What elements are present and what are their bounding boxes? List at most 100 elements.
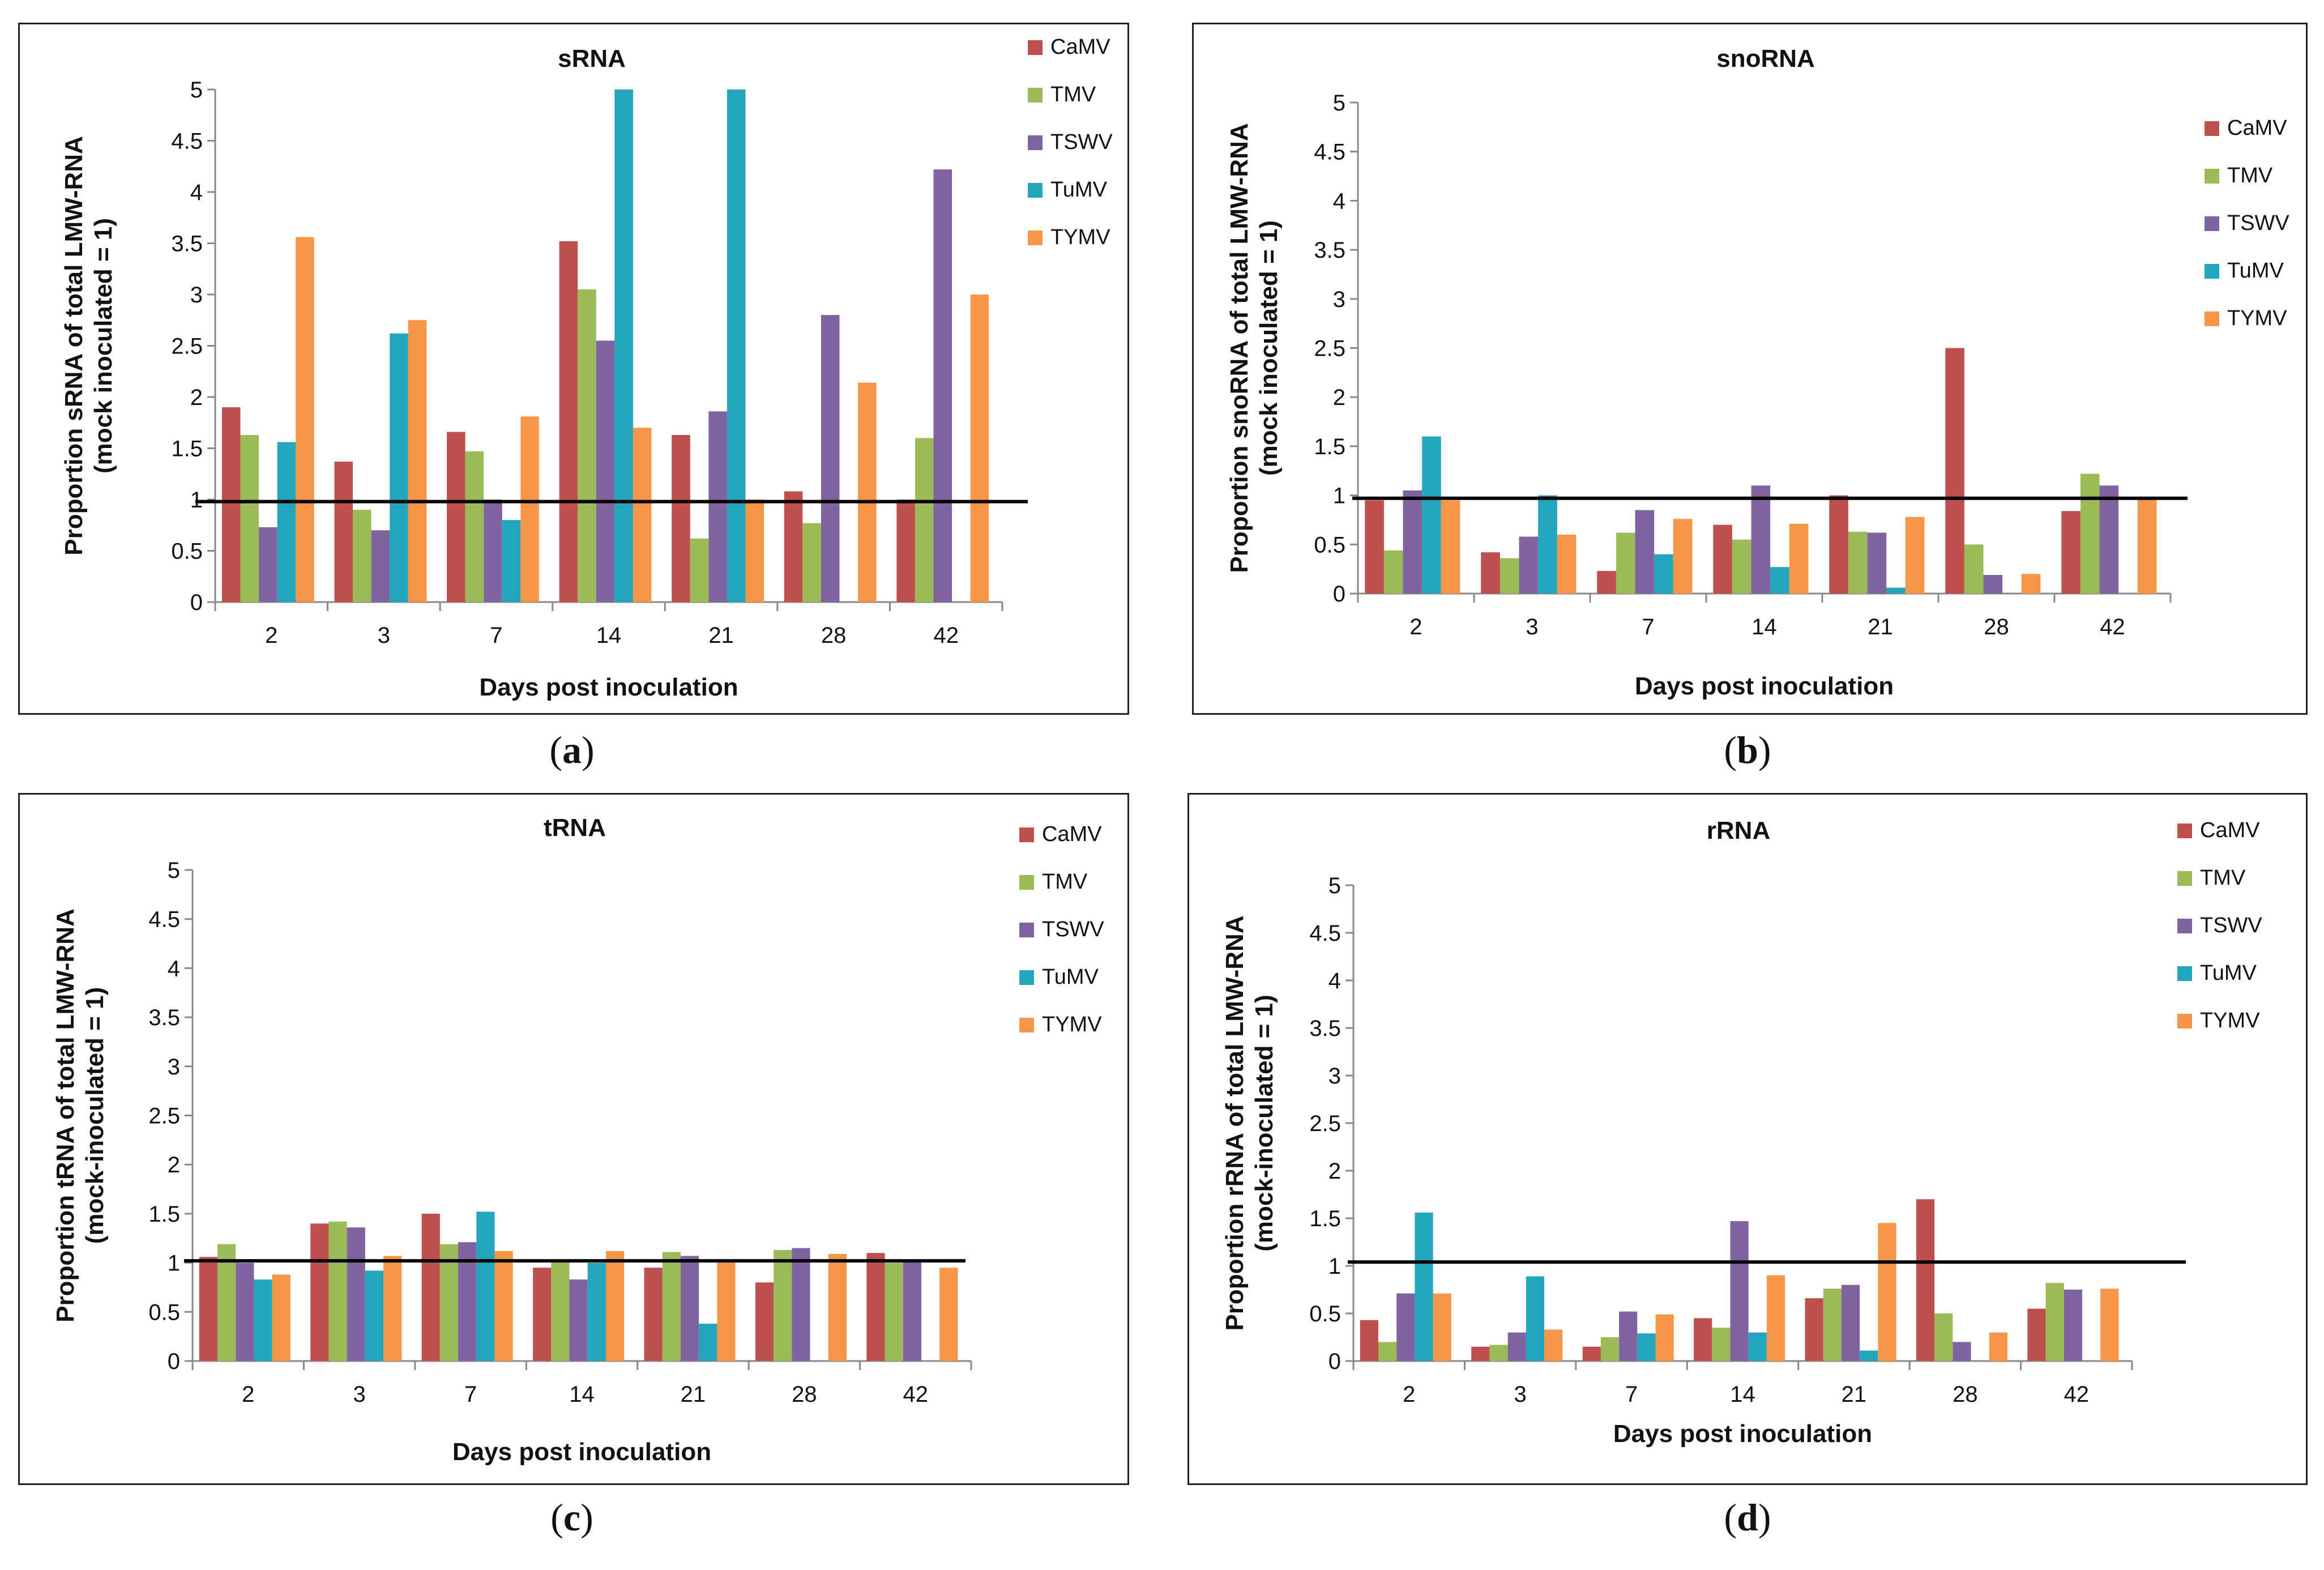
legend-swatch-TuMV [2205, 264, 2219, 279]
bar-CaMV-21 [1829, 495, 1848, 594]
bar-TYMV-28 [1989, 1332, 2007, 1361]
y-tick-label: 1.5 [148, 1202, 180, 1227]
x-tick-label: 21 [1868, 615, 1893, 639]
y-tick-label: 3 [168, 1055, 180, 1080]
legend-swatch-TYMV [1028, 231, 1043, 245]
legend-swatch-TuMV [1019, 970, 1034, 985]
bar-TMV-21 [662, 1252, 681, 1361]
bar-TuMV-2 [1415, 1212, 1433, 1361]
chart-title: rRNA [1707, 817, 1770, 844]
bar-TSWV-28 [1953, 1342, 1971, 1361]
bar-TMV-21 [690, 538, 709, 602]
legend-label-TMV: TMV [1042, 870, 1088, 894]
bar-TMV-3 [353, 510, 371, 602]
chart-svg-d: rRNA Days post inoculation Proportion rR… [1221, 817, 2262, 1448]
bar-TSWV-42 [2064, 1290, 2082, 1361]
bar-TYMV-7 [494, 1251, 513, 1361]
bar-TMV-2 [240, 434, 259, 602]
y-tick-label: 0 [168, 1349, 180, 1374]
bar-CaMV-21 [672, 434, 690, 602]
bar-TYMV-2 [1441, 500, 1460, 594]
bar-TMV-3 [1500, 558, 1519, 594]
y-tick-label: 4 [1328, 969, 1341, 993]
bar-CaMV-14 [1713, 524, 1732, 594]
bar-TSWV-21 [1841, 1285, 1860, 1361]
legend-label-CaMV: CaMV [2200, 818, 2260, 842]
legend-label-TuMV: TuMV [2200, 961, 2257, 985]
x-tick-label: 3 [1526, 615, 1538, 639]
x-tick-label: 14 [596, 623, 622, 648]
bar-TYMV-21 [717, 1261, 736, 1361]
y-axis-title-line2: (mock inoculated = 1) [89, 218, 117, 473]
bar-CaMV-28 [1916, 1199, 1935, 1361]
x-tick-label: 14 [569, 1382, 595, 1407]
bar-TMV-28 [802, 523, 821, 602]
bar-TuMV-14 [587, 1262, 606, 1361]
legend-swatch-TMV [2177, 871, 2192, 886]
bar-TYMV-7 [1655, 1314, 1674, 1361]
bar-TSWV-3 [1519, 536, 1539, 594]
y-axis-title-line1: Proportion snoRNA of total LMW-RNA [1225, 123, 1253, 573]
x-tick-label: 42 [903, 1382, 929, 1407]
x-tick-label: 28 [792, 1382, 817, 1407]
y-tick-label: 2 [168, 1153, 180, 1178]
y-tick-label: 3 [1333, 287, 1345, 312]
legend-swatch-TuMV [1028, 183, 1043, 198]
x-tick-label: 2 [1403, 1382, 1415, 1407]
bar-CaMV-3 [310, 1223, 329, 1361]
bar-CaMV-14 [559, 241, 578, 602]
panel-label-a: (a) [549, 728, 595, 771]
x-tick-label: 7 [490, 623, 502, 648]
legend-swatch-TSWV [1019, 923, 1034, 937]
y-tick-label: 1.5 [1314, 434, 1345, 459]
legend-swatch-TSWV [1028, 135, 1043, 150]
y-tick-label: 4 [1333, 189, 1345, 214]
legend-label-TYMV: TYMV [2227, 306, 2287, 330]
x-tick-label: 21 [1842, 1382, 1867, 1407]
bar-TuMV-3 [1538, 495, 1557, 594]
bar-TMV-3 [1489, 1345, 1508, 1361]
bar-TMV-21 [1823, 1289, 1842, 1361]
bar-TYMV-21 [1878, 1223, 1896, 1361]
x-axis-title: Days post inoculation [452, 1438, 711, 1466]
legend-label-TYMV: TYMV [2200, 1009, 2260, 1033]
bar-TMV-14 [578, 289, 596, 602]
y-tick-label: 5 [1328, 873, 1341, 898]
legend-swatch-TMV [1028, 88, 1043, 103]
legend-label-TYMV: TYMV [1050, 225, 1110, 249]
bar-TSWV-7 [1635, 510, 1655, 594]
bar-TSWV-28 [821, 315, 840, 602]
bar-TSWV-21 [708, 411, 727, 602]
legend-label-CaMV: CaMV [2227, 116, 2287, 140]
bar-TMV-2 [217, 1244, 236, 1361]
bar-CaMV-28 [1945, 348, 1964, 594]
bar-TYMV-21 [745, 500, 764, 602]
bar-TSWV-2 [1403, 490, 1422, 594]
y-tick-label: 2.5 [1314, 336, 1345, 361]
bar-TYMV-42 [2100, 1289, 2119, 1361]
bar-TSWV-3 [371, 530, 390, 602]
bar-TSWV-2 [1396, 1293, 1415, 1361]
legend-label-TuMV: TuMV [1050, 178, 1108, 202]
legend-swatch-TYMV [2205, 312, 2219, 326]
bar-TSWV-42 [2099, 485, 2119, 594]
chart-panel-a: sRNA Days post inoculation Proportion sR… [18, 23, 1129, 715]
legend-label-TSWV: TSWV [2227, 211, 2289, 235]
bar-CaMV-3 [1481, 552, 1500, 594]
bar-CaMV-3 [1471, 1346, 1490, 1361]
bar-TMV-7 [439, 1244, 459, 1361]
bar-TMV-3 [328, 1221, 347, 1361]
y-tick-label: 0 [1333, 582, 1345, 607]
y-tick-label: 0.5 [148, 1300, 180, 1325]
bar-TYMV-14 [1766, 1275, 1785, 1361]
legend-swatch-TSWV [2177, 919, 2192, 933]
x-tick-label: 3 [378, 623, 390, 648]
x-tick-label: 21 [681, 1382, 706, 1407]
panel-label-c: (c) [550, 1496, 593, 1539]
bar-TuMV-2 [1422, 436, 1441, 594]
bar-TuMV-7 [476, 1211, 495, 1361]
y-tick-label: 4.5 [171, 129, 203, 154]
bar-TMV-42 [915, 438, 934, 602]
x-axis-title: Days post inoculation [479, 673, 738, 701]
y-tick-label: 1 [1328, 1254, 1341, 1279]
